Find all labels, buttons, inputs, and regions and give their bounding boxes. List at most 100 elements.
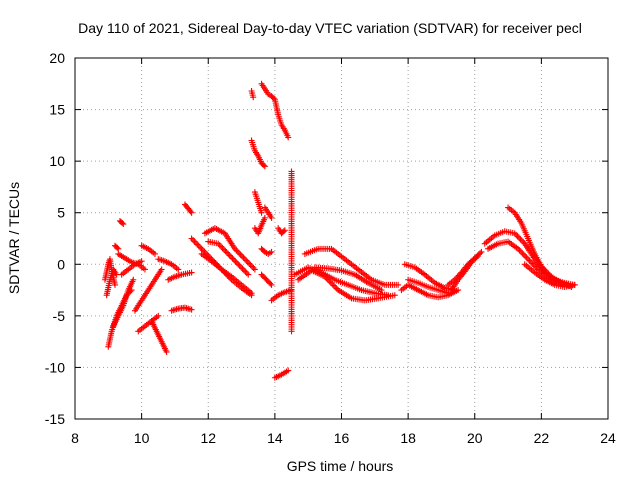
series-arc-32 [288, 168, 295, 335]
data-point [138, 258, 145, 265]
series-arc-35 [301, 245, 402, 288]
x-tick-label: 10 [134, 430, 150, 446]
series-arc-28 [258, 271, 275, 288]
y-tick-label: -5 [53, 308, 66, 324]
data-point [251, 266, 258, 273]
series-arc-37 [398, 281, 462, 301]
data-point [191, 238, 198, 245]
data-point [475, 253, 482, 260]
data-point [229, 255, 236, 262]
x-tick-label: 18 [400, 430, 416, 446]
data-point [250, 264, 257, 271]
data-point [192, 239, 199, 246]
series-arc-13 [155, 256, 182, 273]
data-point [111, 281, 118, 288]
data-point [516, 234, 523, 241]
y-axis-label: SDTVAR / TECUs [6, 182, 22, 294]
y-tick-label: 5 [57, 205, 65, 221]
data-point [268, 214, 275, 221]
series-arc-41 [448, 253, 482, 294]
data-point [188, 235, 195, 242]
data-point [244, 259, 251, 266]
x-tick-label: 8 [71, 430, 79, 446]
data-point [236, 250, 243, 257]
data-point [222, 248, 229, 255]
x-tick-label: 22 [534, 430, 550, 446]
series-arc-05 [111, 242, 122, 252]
data-point [236, 262, 243, 269]
series-arc-39 [405, 276, 452, 297]
data-point [261, 214, 268, 221]
data-point [119, 220, 126, 227]
data-point [114, 244, 121, 251]
data-point [198, 245, 205, 252]
data-point [242, 268, 249, 275]
data-point [239, 265, 246, 272]
series-arc-03 [105, 287, 135, 350]
data-point [115, 245, 122, 252]
data-point [163, 348, 170, 355]
data-point [232, 258, 239, 265]
series-arc-38 [401, 261, 458, 294]
y-tick-label: 20 [49, 50, 65, 66]
chart-title: Day 110 of 2021, Sidereal Day-to-day VTE… [78, 20, 582, 36]
data-point [378, 287, 385, 294]
data-point [158, 266, 165, 273]
data-point [246, 260, 253, 267]
data-point [525, 256, 532, 263]
data-point [120, 221, 127, 228]
series-arc-25 [251, 214, 268, 237]
data-point [235, 261, 242, 268]
data-point [223, 249, 230, 256]
series-arc-31 [275, 225, 288, 237]
data-point [268, 248, 275, 255]
grid [75, 58, 608, 419]
series-arc-44 [505, 204, 575, 290]
series-arc-14 [165, 269, 195, 283]
data-point [395, 281, 402, 288]
data-point [234, 248, 241, 255]
data-point [240, 254, 247, 261]
data-point [267, 280, 274, 287]
data-point [243, 257, 250, 264]
data-point [218, 243, 225, 250]
y-tick-label: -10 [45, 359, 65, 375]
data-point [285, 367, 292, 374]
data-point [230, 256, 237, 263]
series-arc-30 [271, 367, 292, 381]
data-point [141, 266, 148, 273]
series-arc-26 [261, 204, 275, 221]
series-arc-08 [118, 258, 145, 278]
series-arc-23 [258, 80, 292, 141]
data-points [101, 80, 578, 381]
series-arc-22 [248, 137, 268, 170]
data-point [268, 281, 275, 288]
data-point [517, 236, 524, 243]
data-point [187, 208, 194, 215]
data-point [250, 94, 257, 101]
data-point [330, 282, 337, 289]
data-point [190, 236, 197, 243]
data-point [280, 228, 287, 235]
data-point [240, 267, 247, 274]
data-point [571, 281, 578, 288]
series-arc-34 [295, 267, 398, 304]
data-point [473, 254, 480, 261]
data-point [197, 244, 204, 251]
data-point [527, 259, 534, 266]
series-arc-15 [168, 304, 195, 314]
data-point [194, 241, 201, 248]
data-point [520, 251, 527, 258]
data-point [518, 237, 525, 244]
data-point [130, 276, 137, 283]
series-arc-12 [148, 318, 170, 355]
data-point [248, 290, 255, 297]
series-arc-02 [103, 266, 120, 299]
data-point [519, 250, 526, 257]
series-arc-36 [311, 264, 385, 294]
series-arc-09 [131, 266, 165, 314]
series-arc-19 [201, 225, 258, 273]
x-tick-label: 12 [200, 430, 216, 446]
data-point [155, 312, 162, 319]
